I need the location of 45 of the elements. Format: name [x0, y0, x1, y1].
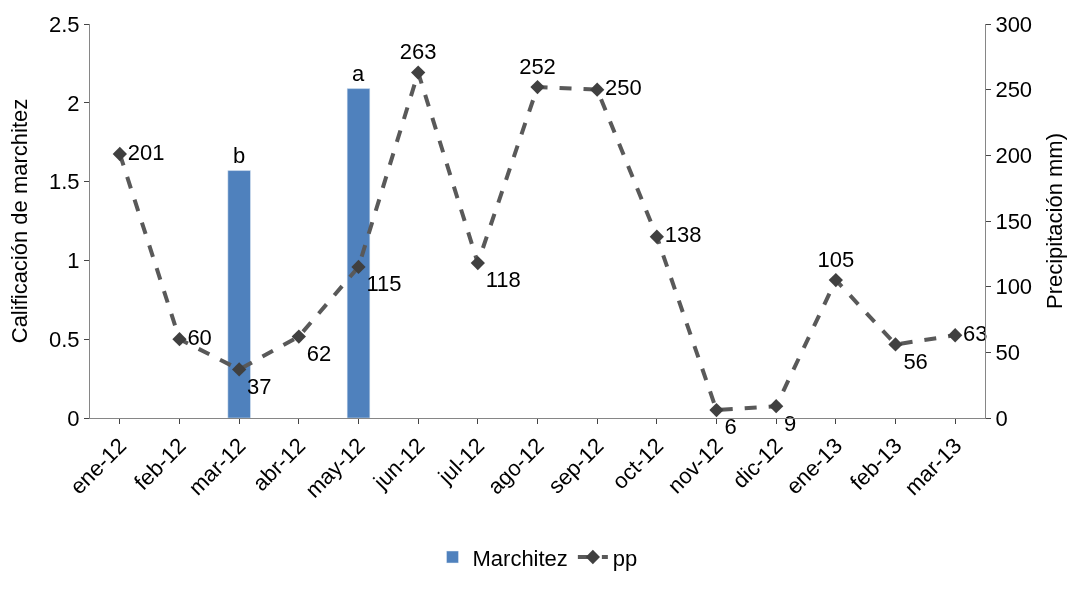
y-tick-label: 1.5: [49, 169, 80, 195]
data-label: b: [233, 142, 246, 168]
point: [590, 82, 605, 97]
legend-label: pp: [612, 545, 638, 571]
point: [232, 362, 247, 377]
data-label: 263: [399, 39, 437, 65]
data-label: 138: [664, 222, 702, 248]
point: [351, 259, 366, 275]
y-tick-label: 1: [67, 248, 80, 274]
data-label: 252: [519, 53, 556, 79]
y2-tick-label: 50: [995, 340, 1020, 366]
point: [411, 65, 426, 80]
point: [948, 328, 963, 343]
point: [172, 332, 187, 347]
data-label: 118: [485, 267, 521, 293]
point: [649, 229, 664, 244]
y2-tick-label: 150: [995, 208, 1033, 234]
y-tick-label: 2.5: [49, 11, 80, 37]
point: [828, 272, 843, 288]
data-label: a: [352, 60, 365, 86]
y2-tick-label: 300: [995, 11, 1033, 37]
data-label: 6: [724, 414, 737, 440]
y-tick-label: 2: [67, 90, 80, 116]
data-label: 201: [127, 139, 165, 165]
point: [470, 255, 485, 271]
y2-tick-label: 250: [995, 77, 1033, 103]
data-label: 62: [306, 340, 332, 366]
y2-axis-title: Precipitación mm): [1042, 132, 1068, 310]
data-label: 105: [817, 246, 855, 272]
point: [530, 79, 545, 95]
point: [112, 146, 127, 162]
y-tick-label: 0.5: [49, 326, 80, 352]
data-label: 56: [903, 348, 928, 374]
y-axis-title: Calificación de marchitez: [6, 98, 32, 344]
y-tick-label: 0: [67, 405, 80, 431]
legend-label: Marchitez: [472, 545, 568, 571]
data-label: 250: [605, 75, 642, 101]
point: [291, 329, 306, 344]
data-label: 60: [187, 324, 212, 350]
point: [769, 399, 784, 414]
y2-tick-label: 200: [995, 143, 1033, 169]
y2-tick-label: 100: [995, 274, 1033, 300]
y2-tick-label: 0: [995, 405, 1008, 431]
point: [709, 402, 724, 418]
point: [888, 337, 903, 352]
